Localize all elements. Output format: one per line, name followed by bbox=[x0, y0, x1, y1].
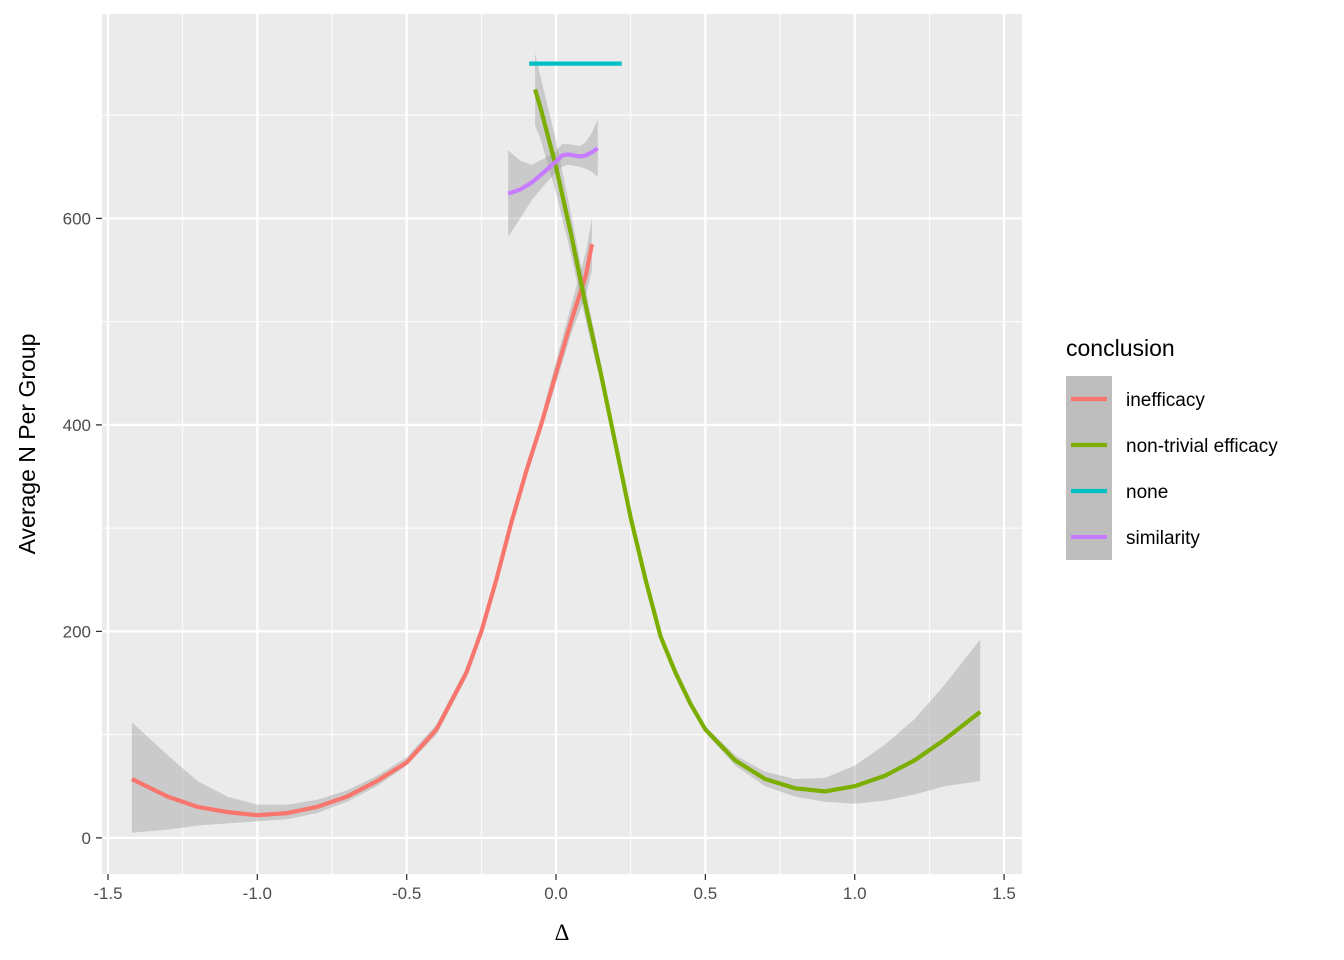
y-tick-label: 0 bbox=[82, 829, 91, 848]
series-line-similarity bbox=[507, 146, 599, 196]
x-tick-label: 0.0 bbox=[544, 884, 568, 903]
ribbon-inefficacy bbox=[131, 218, 592, 833]
plot-panel bbox=[102, 14, 1022, 874]
ribbon-similarity bbox=[508, 119, 598, 237]
x-tick-label: -0.5 bbox=[392, 884, 421, 903]
x-tick-label: 1.5 bbox=[992, 884, 1016, 903]
x-tick-label: -1.0 bbox=[243, 884, 272, 903]
x-tick-label: 1.0 bbox=[843, 884, 867, 903]
y-axis-title: Average N Per Group bbox=[14, 334, 40, 555]
ribbon-non-trivial-efficacy bbox=[535, 53, 981, 804]
y-axis: 0 200 400 600 bbox=[63, 209, 102, 848]
legend-label: non-trivial efficacy bbox=[1126, 436, 1278, 457]
y-tick-label: 200 bbox=[63, 622, 91, 641]
x-axis: -1.5 -1.0 -0.5 0.0 0.5 1.0 1.5 bbox=[93, 874, 1016, 903]
confidence-ribbons bbox=[131, 53, 981, 833]
x-axis-title: Δ bbox=[555, 920, 570, 945]
series-line-inefficacy bbox=[130, 243, 594, 818]
legend-label: inefficacy bbox=[1126, 390, 1205, 411]
x-tick-label: -1.5 bbox=[93, 884, 122, 903]
legend-items: inefficacy non-trivial efficacy none simila… bbox=[1066, 376, 1278, 560]
grid-major bbox=[102, 14, 1022, 874]
grid-minor bbox=[102, 14, 1022, 874]
legend: conclusion inefficacy non-trivial efficac… bbox=[1066, 335, 1278, 560]
series-line-non-trivial-efficacy bbox=[533, 88, 982, 794]
x-tick-label: 0.5 bbox=[694, 884, 718, 903]
series-lines bbox=[130, 61, 982, 818]
legend-label: similarity bbox=[1126, 528, 1200, 549]
legend-label: none bbox=[1126, 482, 1168, 503]
legend-title: conclusion bbox=[1066, 335, 1175, 361]
y-tick-label: 600 bbox=[63, 209, 91, 228]
y-tick-label: 400 bbox=[63, 416, 91, 435]
